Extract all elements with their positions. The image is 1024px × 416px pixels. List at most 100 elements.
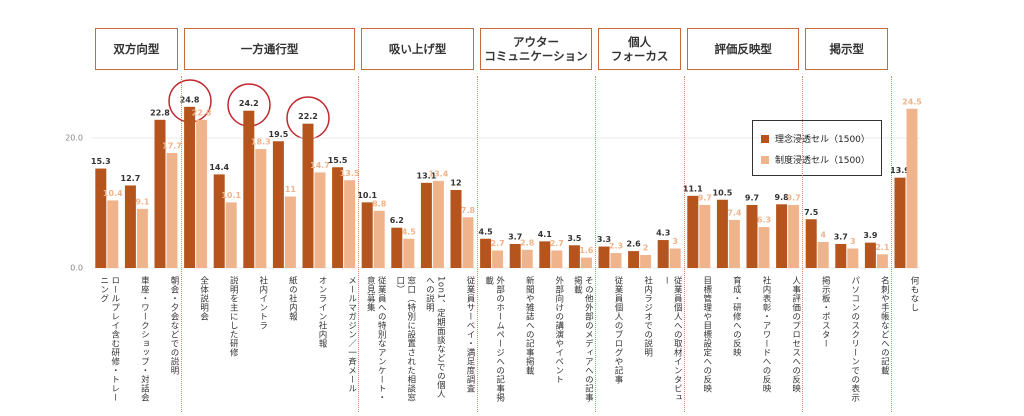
value-label: 4.1 [538, 230, 553, 239]
bar [539, 241, 551, 268]
value-label: 10.4 [103, 189, 123, 198]
value-label: 13.1 [417, 171, 437, 180]
value-label: 7.5 [804, 208, 819, 217]
bar [610, 253, 622, 268]
group-header: 評価反映型 [687, 28, 800, 70]
value-label: 7.8 [461, 206, 476, 215]
value-label: 24.8 [180, 95, 200, 104]
group-header: 掲示型 [805, 28, 889, 70]
x-tick-label: メールマガジン／一斉メール [346, 276, 357, 393]
bar [480, 238, 492, 268]
value-label: 15.3 [91, 157, 111, 166]
bar [640, 255, 652, 268]
value-label: 2 [643, 244, 649, 253]
value-label: 13.5 [340, 169, 360, 178]
group-header: アウター コミュニケーション [479, 28, 593, 70]
legend-item: 制度浸透セル（1500） [761, 149, 873, 170]
bar [847, 248, 859, 268]
x-tick-label: 全体説明会 [198, 276, 209, 321]
value-label: 6.3 [757, 216, 771, 225]
value-label: 3.5 [567, 234, 582, 243]
bar [817, 242, 829, 268]
value-label: 4.3 [656, 229, 670, 238]
bar [894, 177, 906, 268]
bar [805, 219, 817, 268]
bar [450, 190, 462, 268]
value-label: 17.7 [162, 141, 182, 150]
value-label: 13.9 [890, 166, 910, 175]
x-tick-label: 目標管理や目標設定への反映 [701, 276, 712, 393]
bar [580, 257, 592, 268]
group-header: 双方向型 [95, 28, 178, 70]
group-separator [358, 76, 360, 412]
x-tick-label: 社内表彰・アワードへの反映 [761, 276, 771, 393]
bar [344, 180, 356, 268]
bar [403, 238, 415, 268]
bar [568, 245, 580, 268]
value-label: 10.1 [357, 191, 377, 200]
x-tick-label: その他外部のメディアへの記事掲載 [572, 276, 594, 402]
value-label: 12.7 [121, 174, 141, 183]
bar [864, 242, 876, 268]
value-label: 2.7 [550, 239, 564, 248]
bar [746, 204, 758, 268]
x-tick-label: 外部のホームページへの記事掲載 [483, 276, 505, 402]
bar [776, 204, 788, 268]
bar [551, 250, 563, 268]
legend-swatch [761, 155, 769, 164]
value-label: 9.8 [775, 193, 790, 202]
x-tick-label: 紙の社内報 [287, 276, 298, 321]
x-tick-label: 育成・研修への反映 [731, 276, 742, 357]
value-label: 2.1 [875, 243, 890, 252]
bar [835, 243, 847, 268]
bar [391, 227, 403, 268]
x-tick-label: 社内イントラ [257, 276, 268, 330]
y-tick-label: 20.0 [65, 134, 83, 143]
value-label: 6.2 [390, 216, 404, 225]
bar [788, 204, 800, 268]
bar [420, 182, 432, 268]
x-tick-label: 社内ラジオでの説明 [642, 276, 653, 357]
bar [196, 119, 208, 268]
bar [184, 106, 196, 268]
group-separator [180, 76, 182, 412]
bar [728, 219, 740, 268]
bar [284, 196, 296, 268]
legend: 理念浸透セル（1500） 制度浸透セル（1500） [752, 120, 882, 176]
x-tick-label: 従業員個人への取材インタビュー [661, 276, 683, 402]
x-tick-label: 名刺や手帳などへの記載 [879, 276, 890, 375]
x-tick-label: 外部向けの講演やイベント [553, 276, 564, 384]
value-label: 22.8 [150, 108, 170, 117]
value-label: 4.5 [479, 227, 494, 236]
value-label: 2.7 [491, 239, 505, 248]
bar [255, 149, 267, 268]
bar [758, 227, 770, 268]
x-tick-label: 窓口（特別に設置された相談窓口） [394, 276, 416, 402]
group-separator [595, 76, 597, 412]
legend-item: 理念浸透セル（1500） [761, 128, 873, 149]
legend-label: 理念浸透セル（1500） [775, 135, 870, 145]
value-label: 7.4 [727, 208, 742, 217]
bar [687, 195, 699, 268]
value-label: 9.1 [135, 197, 150, 206]
value-label: 15.5 [328, 156, 348, 165]
bar [225, 202, 237, 268]
bar [314, 172, 326, 268]
value-label: 3 [850, 237, 856, 246]
group-header: 吸い上げ型 [361, 28, 474, 70]
value-label: 8.8 [372, 199, 387, 208]
x-tick-label: パソコンのスクリーンでの表示 [849, 276, 860, 402]
x-tick-label: 説明を主にした研修 [228, 276, 239, 357]
x-tick-label: 車座・ワークショップ・対話会 [139, 276, 150, 402]
x-tick-label: 掲示板・ポスター [820, 276, 831, 348]
bar [373, 210, 385, 268]
x-tick-label: 新聞や雑誌への記事掲載 [524, 276, 535, 375]
value-label: 10.5 [713, 188, 733, 197]
x-tick-label: 従業員への特別なアンケート・意見募集 [365, 276, 387, 402]
y-tick-label: 0.0 [70, 264, 83, 273]
bar [521, 249, 533, 268]
value-label: 3.7 [834, 232, 848, 241]
bar [95, 168, 107, 268]
value-label: 3.7 [508, 232, 522, 241]
x-tick-label: 従業員個人のブログや記事 [613, 276, 623, 384]
